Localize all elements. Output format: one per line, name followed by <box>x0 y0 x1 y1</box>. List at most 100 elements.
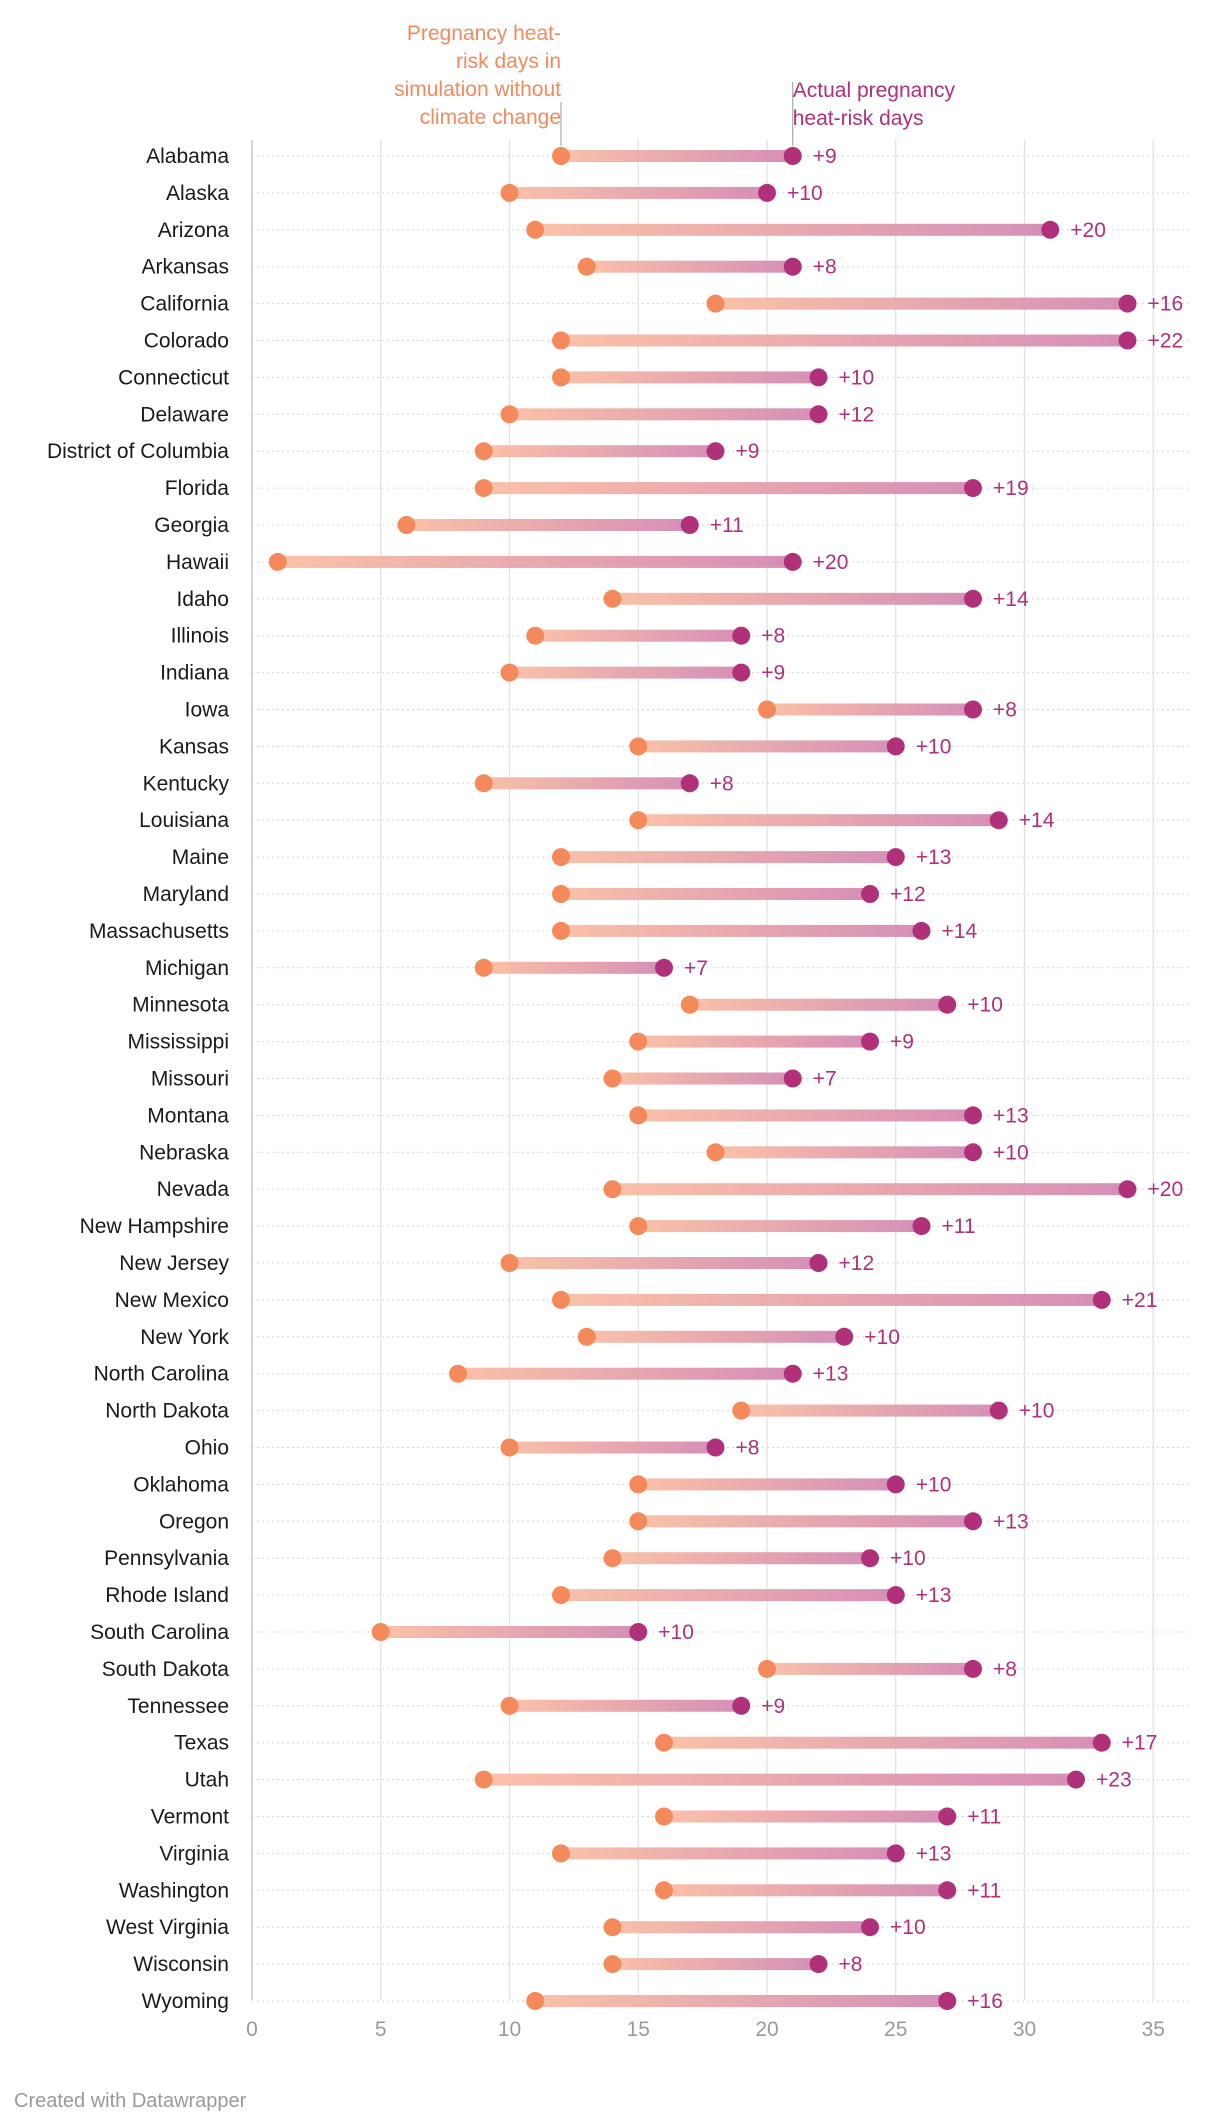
baseline-annotation-line: Pregnancy heat- <box>407 22 561 45</box>
range-bar <box>509 666 742 679</box>
state-label: North Carolina <box>94 1363 230 1386</box>
range-bar <box>638 1035 870 1048</box>
range-bar <box>509 1441 716 1454</box>
range-bar <box>561 1589 896 1602</box>
actual-dot <box>783 257 802 276</box>
delta-label: +13 <box>993 1510 1029 1533</box>
state-label: Alaska <box>166 182 229 205</box>
actual-dot <box>629 1623 648 1641</box>
actual-dot <box>861 1918 879 1937</box>
range-bar <box>586 1330 845 1343</box>
baseline-dot <box>552 331 570 350</box>
actual-dot <box>1041 220 1060 239</box>
delta-label: +12 <box>839 1252 875 1275</box>
baseline-dot <box>603 1918 622 1937</box>
actual-dot <box>886 848 905 867</box>
state-label: Pennsylvania <box>104 1547 229 1570</box>
delta-label: +13 <box>813 1363 849 1386</box>
actual-dot <box>783 1069 802 1088</box>
actual-dot <box>938 1807 957 1826</box>
state-label: Rhode Island <box>105 1584 229 1607</box>
baseline-dot <box>629 1217 648 1236</box>
actual-dot <box>861 885 879 903</box>
baseline-dot <box>474 1770 493 1789</box>
baseline-dot <box>552 885 570 903</box>
actual-dot <box>680 516 699 534</box>
delta-label: +10 <box>967 994 1003 1017</box>
delta-label: +14 <box>942 920 978 943</box>
actual-dot <box>655 958 673 977</box>
baseline-dot <box>552 921 570 940</box>
baseline-dot <box>552 848 570 867</box>
range-bar <box>458 1367 793 1380</box>
delta-label: +10 <box>1019 1400 1055 1423</box>
delta-label: +10 <box>839 366 875 389</box>
baseline-dot <box>474 442 493 461</box>
baseline-dot <box>500 183 519 202</box>
baseline-dot <box>500 663 519 682</box>
range-bar <box>612 1183 1128 1196</box>
range-bar <box>664 1884 948 1897</box>
state-label: Louisiana <box>139 809 229 832</box>
delta-label: +23 <box>1096 1769 1132 1792</box>
range-bar <box>638 1515 973 1528</box>
delta-label: +7 <box>684 957 708 980</box>
state-label: Washington <box>119 1879 229 1902</box>
actual-dot <box>861 1549 879 1568</box>
actual-dot <box>989 811 1008 830</box>
baseline-dot <box>397 516 416 534</box>
state-label: Utah <box>185 1769 229 1792</box>
baseline-dot <box>268 552 287 571</box>
delta-label: +9 <box>761 662 785 685</box>
delta-label: +8 <box>993 699 1017 722</box>
actual-dot <box>809 1955 828 1974</box>
x-tick-label: 10 <box>498 2018 521 2041</box>
range-bar <box>535 629 742 642</box>
actual-dot <box>964 589 982 608</box>
state-label: Arizona <box>158 219 230 242</box>
baseline-dot <box>629 737 648 756</box>
baseline-dot <box>552 1290 570 1309</box>
state-label: West Virginia <box>106 1916 229 1939</box>
range-bar <box>561 150 793 162</box>
state-label: Oklahoma <box>133 1473 229 1496</box>
delta-label: +10 <box>864 1326 900 1349</box>
baseline-annotation-line: risk days in <box>456 50 561 73</box>
baseline-dot <box>552 1586 570 1605</box>
delta-label: +19 <box>993 477 1029 500</box>
delta-label: +13 <box>916 1842 952 1865</box>
state-label: Georgia <box>154 514 229 537</box>
state-label: Maryland <box>143 883 229 906</box>
actual-dot <box>1067 1770 1085 1789</box>
range-bar <box>612 1958 819 1971</box>
delta-label: +16 <box>1148 293 1184 316</box>
x-tick-label: 15 <box>627 2018 650 2041</box>
state-label: South Dakota <box>102 1658 230 1681</box>
actual-annotation-line: Actual pregnancy <box>793 79 956 102</box>
state-label: Montana <box>147 1104 229 1127</box>
baseline-dot <box>577 257 596 276</box>
baseline-dot <box>706 294 725 313</box>
delta-label: +10 <box>890 1547 926 1570</box>
baseline-dot <box>552 147 570 165</box>
range-bar <box>715 1146 973 1159</box>
state-label: Indiana <box>160 662 229 685</box>
state-label: Kentucky <box>143 772 230 795</box>
actual-dot <box>783 552 802 571</box>
range-bar <box>638 1478 896 1491</box>
state-label: Ohio <box>185 1437 229 1460</box>
delta-label: +10 <box>916 1473 952 1496</box>
delta-label: +22 <box>1148 330 1184 353</box>
actual-dot <box>783 147 802 165</box>
delta-label: +8 <box>813 256 837 279</box>
baseline-dot <box>655 1807 673 1826</box>
state-label: Nebraska <box>139 1141 229 1164</box>
range-bar <box>664 1810 948 1823</box>
range-bar <box>561 924 922 937</box>
baseline-dot <box>629 1475 648 1494</box>
actual-dot <box>758 183 776 202</box>
range-bar <box>664 1736 1102 1749</box>
state-label: Delaware <box>140 403 229 426</box>
baseline-dot <box>474 774 493 793</box>
